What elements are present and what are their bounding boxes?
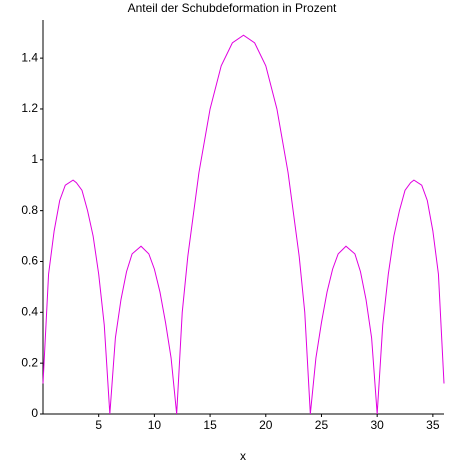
y-tick-label: 0.2 [21,355,38,369]
x-tick-label: 5 [95,418,102,432]
chart-title: Anteil der Schubdeformation in Prozent [128,1,337,15]
x-tick-label: 15 [203,418,217,432]
y-tick-label: 0.8 [21,203,38,217]
x-tick-label: 10 [148,418,162,432]
x-tick-label: 25 [315,418,329,432]
y-tick-label: 0 [31,406,38,420]
y-tick-label: 0.4 [21,304,38,318]
y-tick-label: 1.2 [21,101,38,115]
y-tick-label: 1 [31,152,38,166]
data-line [42,34,445,415]
y-tick-label: 1.4 [21,50,38,64]
x-tick-label: 30 [370,418,384,432]
x-axis-label: x [240,449,246,463]
y-tick-label: 0.6 [21,254,38,268]
x-tick-label: 20 [259,418,273,432]
x-tick-label: 35 [426,418,440,432]
